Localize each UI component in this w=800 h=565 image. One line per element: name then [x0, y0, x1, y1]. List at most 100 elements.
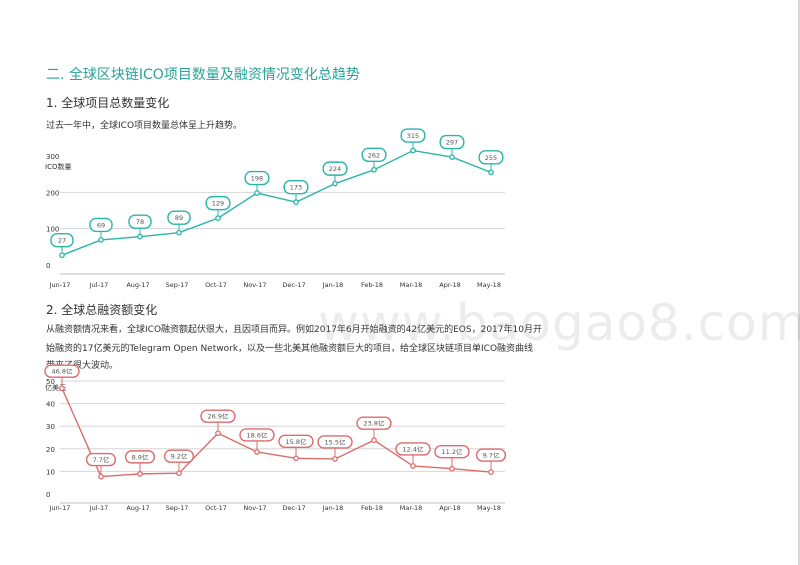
x-tick-label: May-18	[477, 281, 501, 289]
data-point	[176, 470, 182, 477]
x-tick-label: Oct-17	[205, 281, 227, 289]
data-label-box	[322, 161, 348, 176]
data-label: 198	[251, 175, 263, 183]
data-label-box	[128, 214, 152, 229]
data-label-box	[361, 147, 387, 163]
data-label: 173	[290, 184, 302, 192]
x-tick-label: Jan-18	[322, 504, 344, 512]
y-tick-label: 30	[46, 423, 55, 431]
data-label-box	[478, 150, 504, 165]
data-point	[332, 456, 338, 462]
y-tick-label: 200	[46, 189, 59, 197]
x-tick-label: Oct-17	[205, 504, 227, 512]
data-point	[215, 430, 221, 437]
data-label-box	[89, 217, 113, 233]
data-label: 315	[407, 132, 419, 140]
series-line	[61, 149, 492, 256]
data-label: 23.8亿	[364, 419, 385, 428]
x-tick-label: Nov-17	[243, 504, 266, 512]
y-tick-label: 20	[46, 446, 55, 454]
data-label: 27	[58, 237, 66, 245]
x-tick-label: Feb-18	[361, 281, 383, 289]
data-label-box	[278, 434, 314, 448]
x-tick-label: Mar-18	[400, 281, 422, 289]
page-edge	[798, 0, 800, 565]
data-label: 46.8亿	[52, 367, 73, 376]
data-label-box	[244, 170, 270, 186]
data-label: 15.8亿	[286, 437, 307, 446]
series-line	[61, 387, 492, 478]
data-label-box	[167, 210, 191, 225]
data-label-box	[317, 435, 353, 449]
data-label-box	[200, 409, 236, 423]
subsection-title-funding: 2. 全球总融资额变化	[46, 303, 158, 317]
y-tick-label: 0	[46, 491, 50, 499]
data-label: 26.9亿	[208, 412, 229, 421]
x-tick-label: Dec-17	[282, 504, 305, 512]
chart2-ylabel: 亿美元	[45, 384, 66, 392]
x-tick-label: Apr-18	[439, 504, 460, 512]
chart1-ylabel: ICO数量	[45, 163, 72, 171]
data-point	[293, 455, 299, 462]
data-point	[254, 449, 260, 455]
data-label-box	[205, 195, 231, 211]
y-tick-label: 40	[46, 401, 55, 409]
x-tick-label: Sep-17	[166, 281, 189, 289]
data-label: 9.2亿	[171, 452, 188, 461]
data-label-box	[283, 179, 309, 195]
data-label: 255	[485, 154, 497, 162]
funding-description-line-1: 从融资额情况来看，全球ICO融资额起伏很大，且因项目而异。例如2017年6月开始…	[46, 325, 542, 335]
data-label-box	[163, 449, 195, 463]
data-point	[488, 469, 494, 475]
data-point	[59, 385, 65, 392]
y-tick-label: 10	[46, 468, 55, 476]
x-tick-label: Jun-17	[49, 504, 71, 512]
x-tick-label: Apr-18	[439, 281, 460, 289]
data-label: 15.5亿	[325, 437, 346, 446]
data-label-box	[44, 364, 80, 378]
data-label-box	[439, 134, 465, 150]
y-tick-label: 0	[46, 262, 50, 270]
data-label: 8.9亿	[132, 452, 149, 461]
data-label: 12.4亿	[403, 444, 424, 453]
data-label: 9.7亿	[483, 451, 500, 460]
funding-description-line-2: 始融资的17亿美元的Telegram Open Network，以及一些北美其他…	[46, 344, 534, 354]
data-label: 297	[446, 139, 458, 147]
data-label-box	[50, 232, 74, 248]
data-label: 224	[329, 165, 341, 173]
data-label: 78	[136, 218, 144, 226]
x-tick-label: Jul-17	[89, 281, 108, 289]
section-heading: 二. 全球区块链ICO项目数量及融资情况变化总趋势	[46, 67, 360, 83]
data-point	[449, 465, 455, 472]
data-label-box	[475, 448, 507, 462]
data-label: 262	[368, 151, 380, 159]
x-tick-label: Nov-17	[243, 281, 266, 289]
x-tick-label: May-18	[477, 504, 501, 512]
data-point	[98, 473, 104, 480]
x-tick-label: Feb-18	[361, 504, 383, 512]
data-label-box	[400, 128, 426, 143]
subsection-title-count: 1. 全球项目总数量变化	[46, 96, 170, 110]
data-label-box	[434, 444, 470, 459]
data-point	[137, 471, 143, 477]
count-description: 过去一年中，全球ICO项目数量总体呈上升趋势。	[46, 121, 243, 131]
data-label: 89	[175, 214, 183, 222]
data-label-box	[395, 442, 431, 456]
x-tick-label: Sep-17	[166, 504, 189, 512]
funding-description-line-3: 带来了很大波动。	[46, 361, 119, 371]
data-label-box	[239, 428, 275, 442]
y-tick-label: 100	[46, 226, 59, 234]
data-label-box	[124, 450, 156, 464]
y-tick-label: 50	[46, 378, 55, 386]
data-label: 129	[212, 200, 224, 208]
data-label: 69	[97, 221, 105, 229]
x-tick-label: Jul-17	[89, 504, 108, 512]
x-tick-label: Aug-17	[126, 504, 149, 512]
x-tick-label: Jan-18	[322, 281, 344, 289]
x-tick-label: Aug-17	[126, 281, 149, 289]
y-tick-label: 300	[46, 153, 59, 161]
data-label: 7.7亿	[93, 455, 110, 464]
data-label-box	[85, 452, 117, 467]
